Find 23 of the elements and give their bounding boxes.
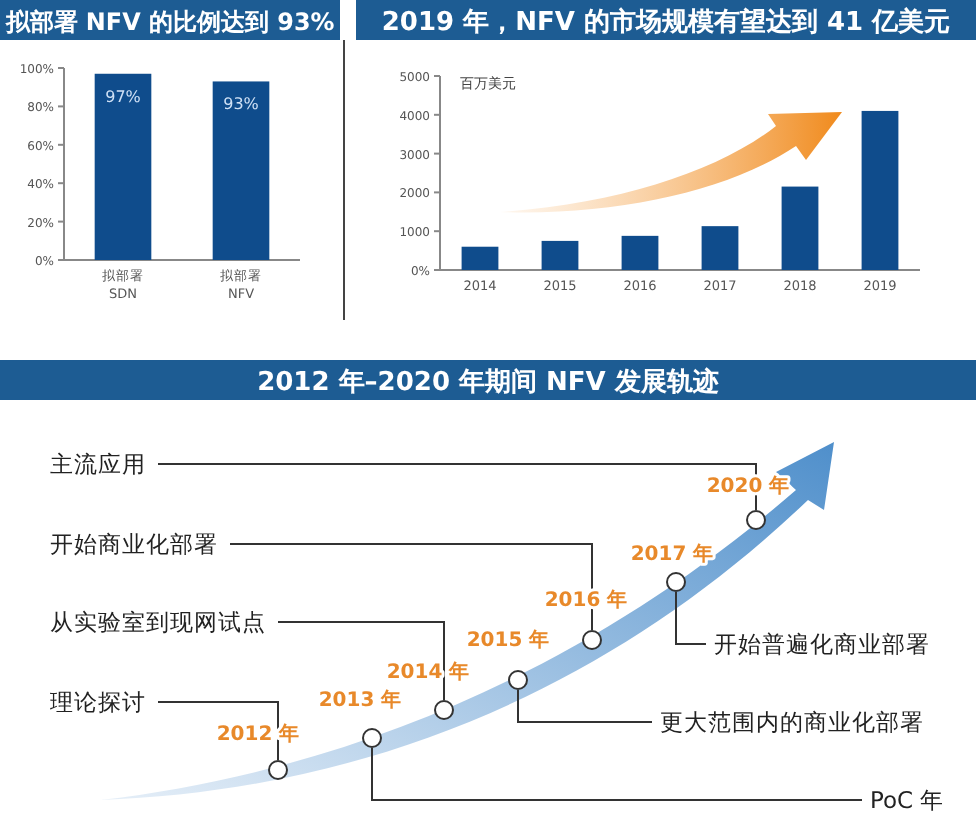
data-label: 93%	[223, 95, 260, 114]
bar	[701, 226, 739, 270]
chart-title: 拟部署 NFV 的比例达到 93%	[3, 8, 335, 36]
chart-title: 2019 年，NFV 的市场规模有望达到 41 亿美元	[381, 6, 951, 38]
text: 2012 年–2020 年期间 NFV 发展轨迹	[257, 366, 719, 398]
text: 理论探讨	[50, 688, 146, 716]
bar	[461, 246, 499, 270]
bar	[541, 240, 579, 270]
text: 主流应用	[50, 450, 146, 478]
bar	[861, 110, 899, 270]
text: 2012 年	[216, 722, 300, 746]
text: 2015 年	[466, 628, 550, 652]
text: 开始普遍化商业部署	[714, 630, 930, 658]
text: PoC 年	[870, 786, 945, 814]
text: 开始商业化部署	[50, 530, 218, 558]
text: 从实验室到现网试点	[50, 608, 266, 636]
text: 更大范围内的商业化部署	[660, 708, 924, 736]
text: 2013 年	[318, 688, 402, 712]
bar	[781, 186, 819, 270]
text: 2014 年	[386, 660, 470, 684]
data-label: 97%	[105, 87, 142, 106]
text: 2017 年	[630, 542, 714, 566]
bar	[621, 235, 659, 270]
